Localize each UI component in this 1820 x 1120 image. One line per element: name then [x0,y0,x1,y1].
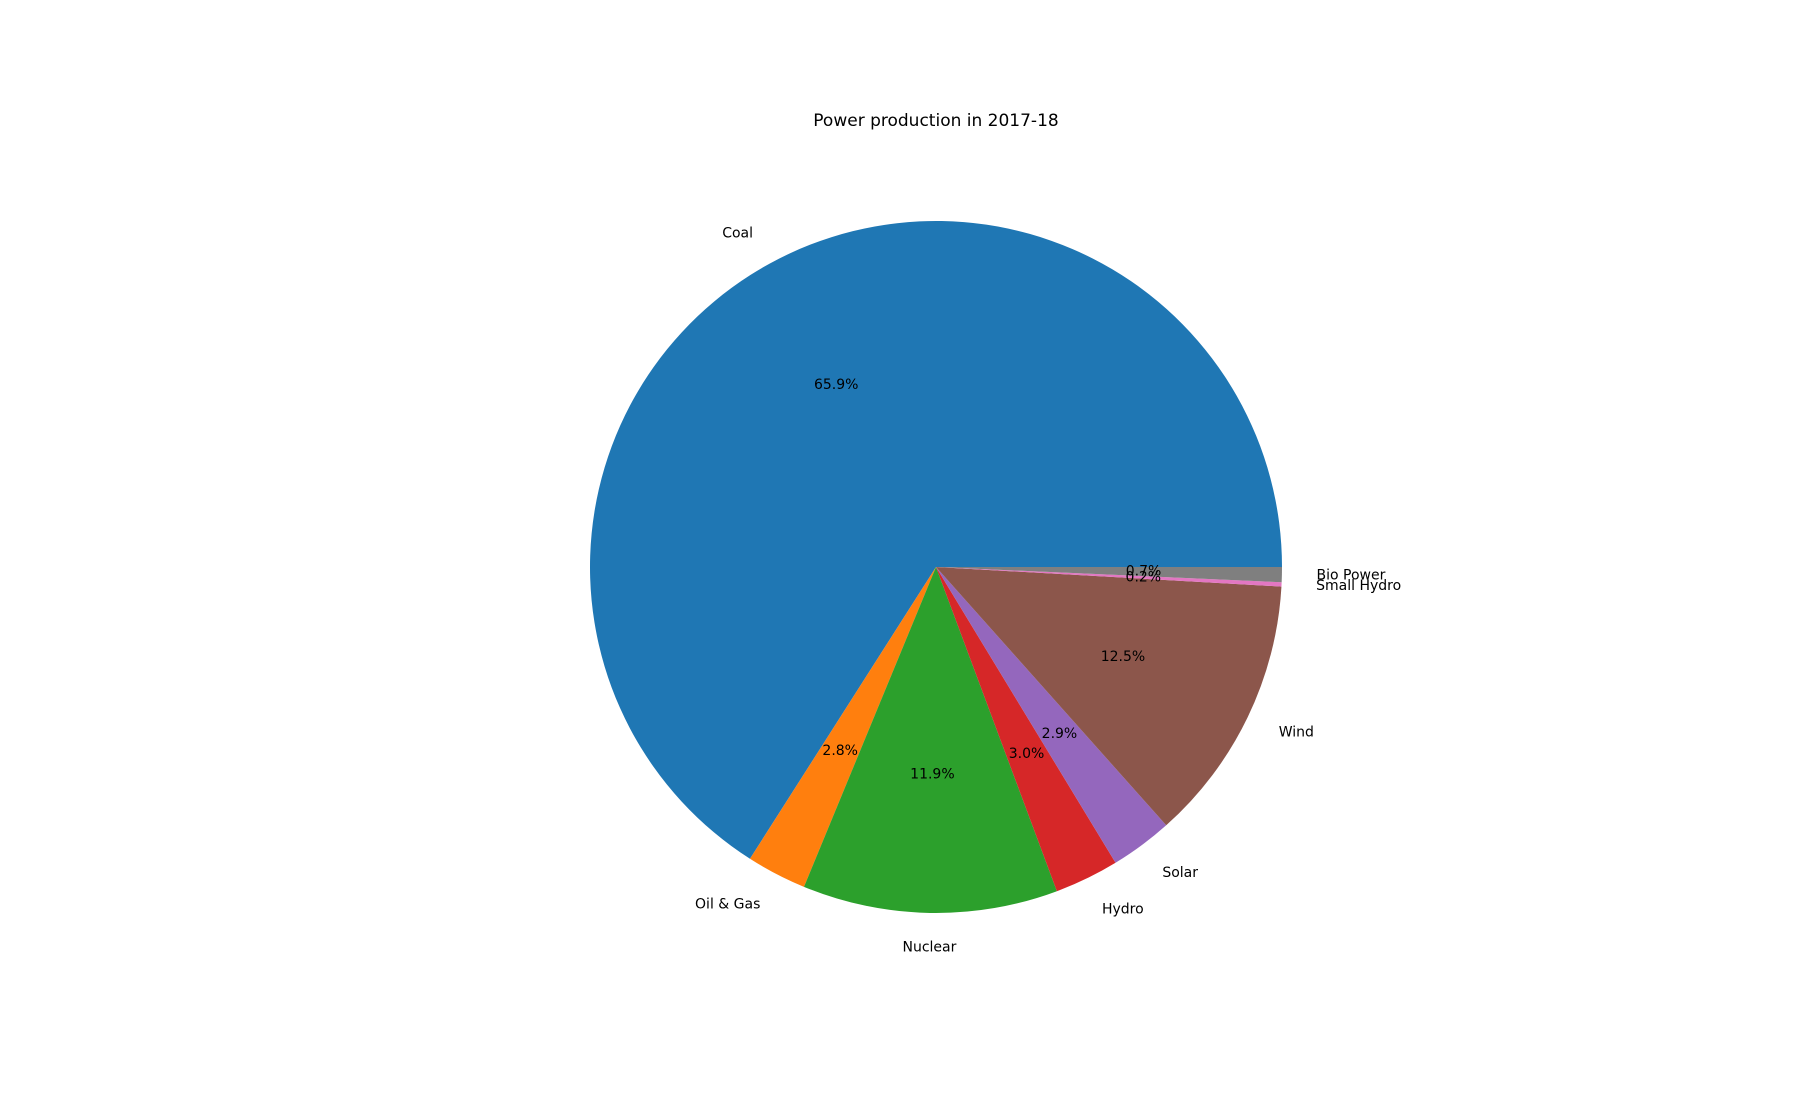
pie-percent-labels: 65.9% 2.8% 11.9% 3.0% 2.9% 12.5% 0.2%0.7% [814,377,1161,783]
pie-slice-hydro [936,567,1116,892]
percent-label-coal: 65.9% [814,377,858,393]
slice-label-coal: Coal [722,225,753,241]
pie-slice-wind [936,567,1282,826]
percent-label-bio-power: 0.7% [1126,564,1162,580]
slice-label-nuclear: Nuclear [902,940,956,956]
slice-label-solar: Solar [1162,865,1198,881]
pie-slice-oil-gas [749,567,936,887]
pie-slice-bio-power [936,567,1282,583]
pie-slice-small-hydro [936,567,1282,587]
slice-label-bio-power: Bio Power [1317,567,1386,583]
pie-slices [589,220,1282,913]
slice-label-hydro: Hydro [1102,902,1144,918]
percent-label-hydro: 3.0% [1009,746,1045,762]
slice-label-small-hydro: Small Hydro [1316,578,1401,594]
percent-label-small-hydro: 0.2% [1126,569,1162,585]
pie-slice-nuclear [803,567,1057,913]
pie-slice-solar [936,567,1167,863]
chart-title: Power production in 2017-18 [813,111,1058,131]
pie-slice-coal [589,220,1282,859]
percent-label-nuclear: 11.9% [910,767,954,783]
slice-label-wind: Wind [1279,724,1314,740]
percent-label-solar: 2.9% [1042,726,1078,742]
percent-label-oil-gas: 2.8% [822,743,858,759]
percent-label-wind: 12.5% [1101,649,1145,665]
slice-label-oil-gas: Oil & Gas [695,897,760,913]
pie-category-labels: Coal Oil & Gas Nuclear Hydro Solar Wind Small … [695,225,1401,955]
